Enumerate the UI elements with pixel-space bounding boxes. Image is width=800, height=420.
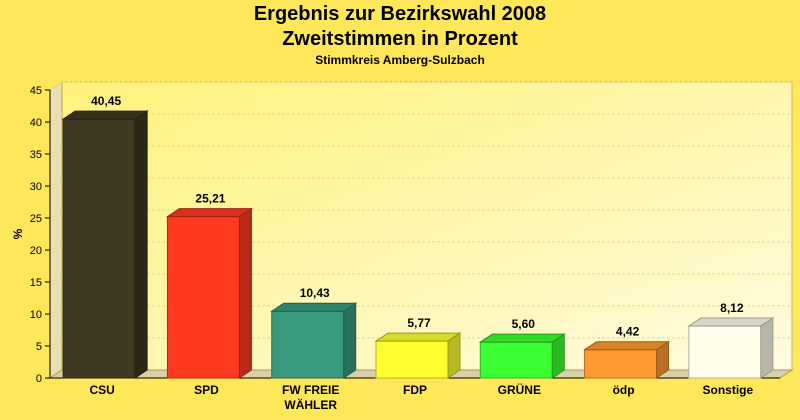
y-tick-label: 5 xyxy=(36,341,42,353)
bar-top xyxy=(374,332,462,342)
bar-top xyxy=(61,110,149,120)
y-tick-label: 0 xyxy=(36,373,42,385)
data-label: 5,77 xyxy=(407,316,431,330)
bar-side xyxy=(134,110,148,379)
bar-top xyxy=(687,317,775,327)
bar-top xyxy=(165,208,254,218)
bar-top xyxy=(478,333,566,343)
x-tick-label: FDP xyxy=(403,383,427,397)
bar-top xyxy=(270,302,358,312)
y-tick-label: 10 xyxy=(30,309,42,321)
x-tick-label: FW FREIE xyxy=(282,383,339,397)
x-tick-label: SPD xyxy=(194,383,219,397)
y-tick-label: 20 xyxy=(30,245,42,257)
gridline-side xyxy=(49,81,63,91)
bar-spd xyxy=(166,216,240,379)
bar-side xyxy=(447,332,461,379)
gridline-side xyxy=(49,145,63,155)
y-tick-label: 40 xyxy=(30,117,42,129)
chart-title: Ergebnis zur Bezirkswahl 2008 xyxy=(253,3,547,25)
gridline-side xyxy=(49,113,63,123)
data-label: 10,43 xyxy=(300,286,330,300)
side-wall xyxy=(49,81,63,379)
y-axis-label: % xyxy=(11,228,25,239)
y-tick-label: 45 xyxy=(30,85,42,97)
x-tick-label: WÄHLER xyxy=(284,397,337,412)
gridline-side xyxy=(49,177,63,187)
y-tick-label: 35 xyxy=(30,149,42,161)
bar-side xyxy=(238,207,252,379)
y-tick-label: 15 xyxy=(30,277,42,289)
data-label: 5,60 xyxy=(512,317,536,331)
data-label: 4,42 xyxy=(616,325,640,339)
bar-grüne xyxy=(479,341,553,379)
bar-sonstige xyxy=(688,325,762,379)
chart-subtitle: Stimmkreis Amberg-Sulzbach xyxy=(315,53,485,67)
bar-side xyxy=(760,317,774,379)
x-tick-label: CSU xyxy=(89,383,114,397)
bar-fw-freie-wähler xyxy=(271,310,345,379)
bar-side xyxy=(656,340,670,379)
bar-side xyxy=(343,302,357,379)
y-tick-label: 25 xyxy=(30,213,42,225)
data-label: 40,45 xyxy=(91,94,121,108)
y-tick-label: 30 xyxy=(30,181,42,193)
x-tick-label: Sonstige xyxy=(703,383,754,397)
gridline-side xyxy=(49,209,63,219)
bar-side xyxy=(551,333,565,379)
bar-ödp xyxy=(584,349,658,379)
data-label: 25,21 xyxy=(195,192,225,206)
bar-csu xyxy=(62,118,136,379)
gridline-side xyxy=(49,241,63,251)
gridline-side xyxy=(49,337,63,347)
chart-title-line2: Zweitstimmen in Prozent xyxy=(282,28,518,50)
gridline-side xyxy=(49,273,63,283)
x-tick-label: GRÜNE xyxy=(498,382,541,397)
data-label: 8,12 xyxy=(720,301,744,315)
gridline-side xyxy=(49,305,63,315)
bar-fdp xyxy=(375,340,449,379)
x-tick-label: ödp xyxy=(613,383,635,397)
bar-top xyxy=(582,341,671,351)
